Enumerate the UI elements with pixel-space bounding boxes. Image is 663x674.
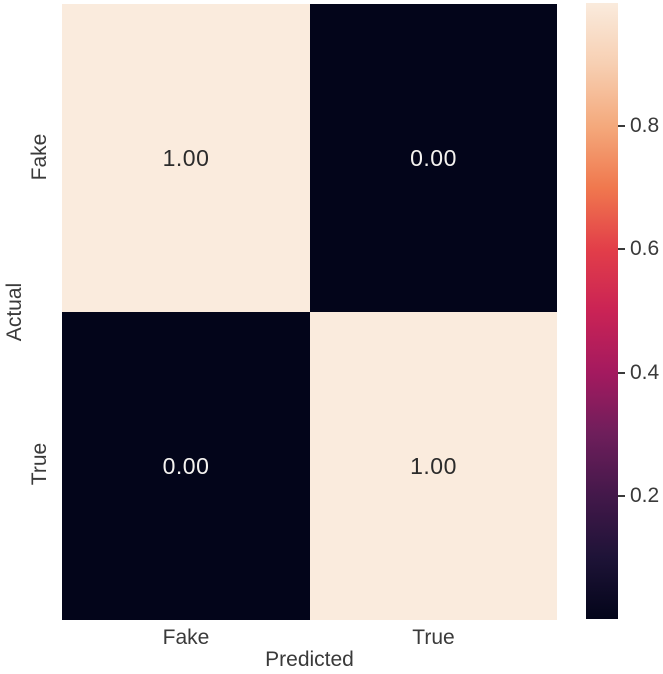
y-axis-title: Actual [3,282,26,342]
heatmap: 1.00 0.00 0.00 1.00 [62,4,557,620]
heatmap-cell-actualTrue-predFake: 0.00 [62,312,310,620]
heatmap-cell-actualFake-predTrue: 0.00 [310,4,557,312]
colorbar-gradient [586,3,618,619]
y-tick-label-fake: Fake [28,133,51,181]
cell-value: 0.00 [162,452,210,479]
cell-value: 0.00 [410,144,457,171]
heatmap-cell-actualFake-predFake: 1.00 [62,4,310,312]
colorbar-tick-mark-0.2 [618,495,625,497]
cell-value: 1.00 [410,452,457,479]
x-axis-title: Predicted [265,648,354,671]
colorbar-tick-label-0.4: 0.4 [630,361,660,384]
colorbar-tick-mark-0.6 [618,248,625,250]
colorbar-tick-label-0.8: 0.8 [630,114,660,137]
colorbar-tick-mark-0.4 [618,372,625,374]
x-tick-label-true: True [412,626,455,649]
heatmap-cell-actualTrue-predTrue: 1.00 [310,312,557,620]
x-tick-label-fake: Fake [162,626,210,649]
cell-value: 1.00 [162,144,210,171]
colorbar-tick-label-0.2: 0.2 [630,484,660,507]
colorbar-tick-label-0.6: 0.6 [630,237,660,260]
y-tick-label-true: True [28,442,51,486]
colorbar-tick-mark-0.8 [618,125,625,127]
